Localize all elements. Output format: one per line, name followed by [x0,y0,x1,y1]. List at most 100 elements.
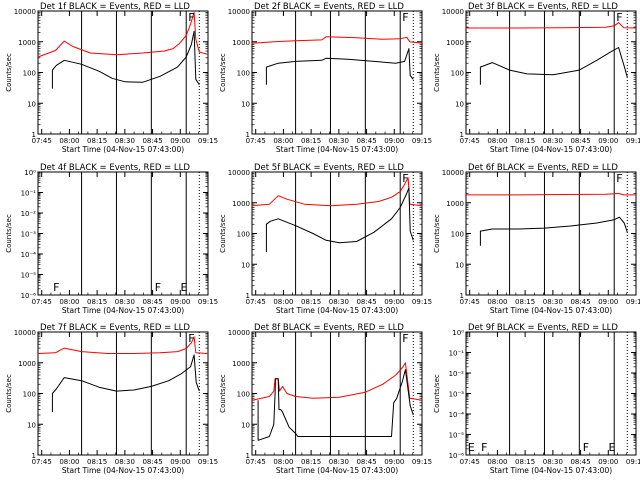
y-tick-label: 10000 [228,169,250,177]
y-tick-label: 10⁻⁵ [21,272,37,280]
y-tick-label: 1000 [18,360,36,368]
chart-title: Det 2f BLACK = Events, RED = LLD [254,2,404,12]
plot-frame [251,10,423,135]
y-tick-label: 1000 [18,39,36,47]
panel-det-5: Det 5f BLACK = Events, RED = LLD Counts/s… [219,163,432,315]
x-tick-label: 07:45 [32,458,52,466]
x-tick-label: 08:45 [142,137,162,145]
chart-title: Det 5f BLACK = Events, RED = LLD [254,163,404,173]
x-tick-label: 09:15 [198,458,218,466]
plot-frame [465,10,637,135]
y-tick-label: 100 [237,231,250,239]
events-series-line [51,354,200,412]
y-tick-label: 10⁻⁵ [449,432,465,440]
y-tick-label: 10⁻⁴ [449,411,465,419]
x-tick-label: 08:45 [142,458,162,466]
x-tick-label: 08:30 [543,137,563,145]
marker-label: F [53,281,59,294]
x-tick-label: 08:00 [273,458,293,466]
x-axis-label: Start Time (04-Nov-15 07:43:00) [276,306,398,315]
y-tick-label: 10⁰ [24,169,36,177]
y-tick-label: 1 [460,131,464,139]
marker-label: F [583,441,589,454]
x-tick-label: 08:00 [487,298,507,306]
marker-label: F [188,11,194,24]
x-tick-label: 08:30 [329,458,349,466]
x-tick-label: 09:00 [384,137,404,145]
x-tick-label: 08:30 [543,458,563,466]
y-tick-label: 10⁻¹ [449,350,465,358]
x-tick-label: 09:00 [598,458,618,466]
x-tick-label: 09:15 [626,137,640,145]
y-tick-label: 10⁻³ [21,231,37,239]
events-series-line [51,30,200,89]
x-tick-label: 08:30 [543,298,563,306]
y-tick-label: 1 [32,452,36,460]
x-tick-label: 08:45 [570,298,590,306]
y-tick-label: 10⁻⁶ [21,292,37,300]
chart-title: Det 3f BLACK = Events, RED = LLD [468,2,618,12]
marker-label: F [402,11,408,24]
x-tick-label: 09:00 [384,298,404,306]
y-axis-label: Counts/sec [433,214,441,253]
y-tick-label: 1000 [446,39,464,47]
y-axis-label: Counts/sec [433,53,441,92]
x-tick-label: 09:15 [198,298,218,306]
x-tick-label: 08:15 [515,298,535,306]
x-tick-label: 08:00 [273,137,293,145]
marker-label: F [402,332,408,345]
lld-series-line [37,11,209,58]
x-tick-label: 07:45 [460,458,480,466]
x-tick-label: 08:15 [515,137,535,145]
lld-series-line [466,22,637,29]
panel-det-2: Det 2f BLACK = Events, RED = LLD Counts/s… [219,2,432,154]
y-tick-label: 10 [27,421,36,429]
y-axis-label: Counts/sec [219,214,227,253]
chart-title: Det 9f BLACK = Events, RED = LLD [468,323,618,333]
x-axis-label: Start Time (04-Nov-15 07:43:00) [490,145,612,154]
y-axis-label: Counts/sec [5,214,13,253]
x-tick-label: 08:45 [142,298,162,306]
x-tick-label: 07:45 [246,298,266,306]
y-axis-label: Counts/sec [5,53,13,92]
y-tick-label: 10⁻³ [449,391,465,399]
events-series-line [265,187,414,252]
y-tick-label: 1 [460,292,464,300]
y-tick-label: 10000 [228,8,250,16]
x-tick-label: 08:00 [487,458,507,466]
lld-series-line [466,193,636,196]
panel-det-6: Det 6f BLACK = Events, RED = LLD Counts/s… [433,163,640,315]
marker-label: F [616,11,622,24]
panel-det-7: Det 7f BLACK = Events, RED = LLD Counts/s… [5,323,218,475]
y-tick-label: 1000 [232,200,250,208]
x-axis-label: Start Time (04-Nov-15 07:43:00) [276,466,398,475]
events-series-line [265,48,414,85]
events-series-line [479,47,628,85]
events-series-line [479,216,628,246]
y-axis-label: Counts/sec [219,53,227,92]
y-tick-label: 10 [455,100,464,108]
marker-label: E [468,441,475,454]
x-tick-label: 08:45 [570,458,590,466]
y-tick-label: 1 [246,452,250,460]
y-tick-label: 10⁻² [449,370,465,378]
panel-det-3: Det 3f BLACK = Events, RED = LLD Counts/s… [433,2,640,154]
plot-frame [37,331,209,456]
marker-label: F [402,172,408,185]
lld-series-line [37,336,209,354]
x-tick-label: 08:30 [115,298,135,306]
x-tick-label: 08:30 [329,137,349,145]
lld-series-line [251,177,423,207]
x-tick-label: 07:45 [460,137,480,145]
x-axis-label: Start Time (04-Nov-15 07:43:00) [62,145,184,154]
x-tick-label: 09:15 [626,298,640,306]
marker-label: F [616,172,622,185]
y-tick-label: 100 [23,70,36,78]
y-tick-label: 1000 [232,360,250,368]
y-tick-label: 10 [241,100,250,108]
marker-label: E [181,281,188,294]
chart-title: Det 8f BLACK = Events, RED = LLD [254,323,404,333]
chart-title: Det 4f BLACK = Events, RED = LLD [40,163,190,173]
x-tick-label: 08:15 [87,458,107,466]
lld-series-line [251,36,423,44]
